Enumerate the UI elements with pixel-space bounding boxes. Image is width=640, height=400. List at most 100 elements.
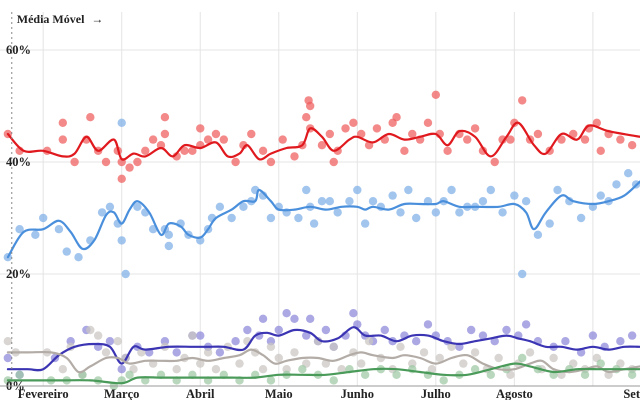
x-tick-label: Julho <box>421 387 451 400</box>
red-poll-point <box>596 146 605 155</box>
red-poll-point <box>325 129 335 139</box>
indigo-poll-point <box>290 314 299 323</box>
indigo-poll-point <box>172 348 181 357</box>
x-tick-label: Agosto <box>496 387 533 400</box>
red-poll-point <box>58 135 68 144</box>
red-poll-point <box>302 113 311 122</box>
blue-poll-point <box>388 191 397 200</box>
green-poll-point <box>596 359 605 368</box>
green-poll-point <box>329 376 338 385</box>
red-poll-point <box>580 135 590 144</box>
blue-poll-point <box>121 269 130 279</box>
indigo-poll-point <box>321 325 331 335</box>
green-poll-point <box>470 365 480 374</box>
blue-poll-point <box>97 208 107 217</box>
green-poll-point <box>518 353 527 363</box>
blue-poll-point <box>294 213 303 223</box>
indigo-poll-point <box>105 337 115 346</box>
green-poll-point <box>360 370 370 379</box>
x-tick-label: Março <box>104 387 139 400</box>
blue-poll-point <box>62 247 71 256</box>
indigo-poll-point <box>380 325 389 335</box>
gray-poll-point <box>258 365 268 374</box>
gray-poll-point <box>435 353 444 363</box>
blue-moving-average-line <box>6 180 640 259</box>
gray-poll-point <box>266 342 276 351</box>
red-poll-point <box>141 146 150 155</box>
gray-poll-point <box>470 348 480 357</box>
red-poll-point <box>160 129 170 139</box>
red-poll-point <box>569 129 578 139</box>
gray-poll-point <box>419 348 429 357</box>
indigo-poll-point <box>302 331 311 340</box>
gray-poll-point <box>113 337 122 346</box>
green-moving-average-line <box>6 362 640 385</box>
blue-poll-point <box>404 185 413 195</box>
red-moving-average-line <box>6 121 640 161</box>
red-poll-point <box>231 157 240 167</box>
red-poll-point <box>400 146 409 155</box>
green-poll-point <box>580 370 590 379</box>
green-poll-point <box>298 365 307 374</box>
gray-poll-point <box>93 331 103 340</box>
gray-poll-point <box>196 359 205 368</box>
red-poll-point <box>518 96 527 105</box>
red-poll-point <box>117 174 126 183</box>
blue-poll-point <box>624 169 633 178</box>
red-poll-point <box>510 118 519 128</box>
blue-poll-point <box>54 225 64 234</box>
gray-poll-point <box>364 337 374 346</box>
red-poll-point <box>341 124 350 133</box>
red-poll-point <box>101 157 111 167</box>
red-poll-point <box>148 135 158 144</box>
blue-poll-point <box>478 197 488 206</box>
gray-poll-point <box>172 365 181 374</box>
red-poll-point <box>423 118 433 128</box>
blue-poll-point <box>317 197 327 206</box>
red-poll-point <box>278 135 287 144</box>
indigo-poll-point <box>258 314 268 323</box>
blue-poll-point <box>227 213 236 223</box>
gray-poll-point <box>447 342 456 351</box>
indigo-poll-point <box>349 309 358 318</box>
blue-poll-point <box>239 202 248 211</box>
indigo-poll-point <box>282 309 291 318</box>
blue-poll-point <box>309 219 319 228</box>
gray-poll-point <box>525 348 535 357</box>
indigo-poll-point <box>3 353 13 363</box>
indigo-moving-average-line <box>6 326 640 372</box>
blue-poll-point <box>518 269 527 279</box>
red-poll-point <box>616 135 625 144</box>
red-poll-point <box>196 124 205 133</box>
red-poll-point <box>470 124 480 133</box>
indigo-poll-point <box>561 337 570 346</box>
red-poll-point <box>533 129 543 139</box>
x-gridlines <box>42 12 594 386</box>
red-poll-point <box>317 141 327 150</box>
red-poll-point <box>372 124 382 133</box>
blue-poll-point <box>302 185 311 195</box>
blue-poll-point <box>510 191 519 200</box>
red-poll-point <box>239 141 248 150</box>
red-poll-point <box>133 157 142 167</box>
indigo-poll-point <box>423 320 433 329</box>
y-tick-label: 40% <box>6 155 31 169</box>
blue-poll-point <box>521 197 531 206</box>
red-poll-point <box>219 135 229 144</box>
red-poll-point <box>188 146 197 155</box>
indigo-poll-point <box>521 320 531 329</box>
green-poll-point <box>266 376 276 385</box>
green-poll-point <box>439 376 448 385</box>
x-axis-labels: Fevereiro Março Abril Maio Junho Julho Agosto S… <box>18 387 640 400</box>
indigo-poll-point <box>196 331 205 340</box>
red-poll-point <box>557 135 566 144</box>
gray-poll-point <box>101 348 111 357</box>
indigo-poll-point <box>466 325 476 335</box>
indigo-poll-point <box>478 331 488 340</box>
indigo-poll-point <box>502 325 511 335</box>
indigo-poll-point <box>215 348 225 357</box>
green-poll-point <box>392 370 401 379</box>
red-poll-point <box>258 146 268 155</box>
gray-poll-point <box>329 342 338 351</box>
red-poll-point <box>247 129 256 139</box>
